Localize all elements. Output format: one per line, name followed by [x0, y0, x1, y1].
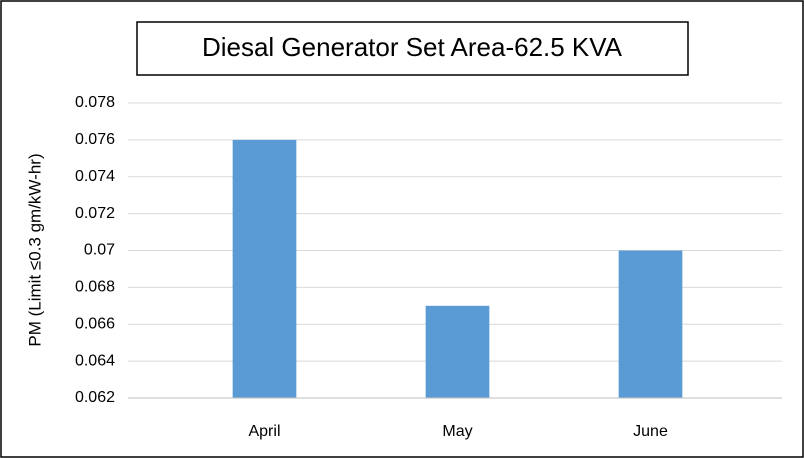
- chart-title: Diesal Generator Set Area-62.5 KVA: [202, 32, 623, 62]
- x-tick-label: May: [442, 423, 472, 440]
- bar: [232, 139, 297, 398]
- y-tick-label: 0.072: [75, 205, 115, 222]
- y-tick-label: 0.068: [75, 279, 115, 296]
- y-tick-label: 0.074: [75, 168, 115, 185]
- title-box: [136, 21, 689, 76]
- y-tick-label: 0.076: [75, 131, 115, 148]
- y-tick-label: 0.07: [84, 242, 115, 259]
- y-axis-label: PM (Limit ≤0.3 gm/kW-hr): [25, 153, 44, 346]
- bar: [618, 250, 683, 398]
- x-tick-label: June: [633, 423, 668, 440]
- y-tick-label: 0.066: [75, 315, 115, 332]
- y-tick-label: 0.062: [75, 389, 115, 406]
- x-tick-label: April: [248, 423, 280, 440]
- y-tick-label: 0.078: [75, 94, 115, 111]
- bar: [425, 305, 490, 398]
- y-tick-label: 0.064: [75, 352, 115, 369]
